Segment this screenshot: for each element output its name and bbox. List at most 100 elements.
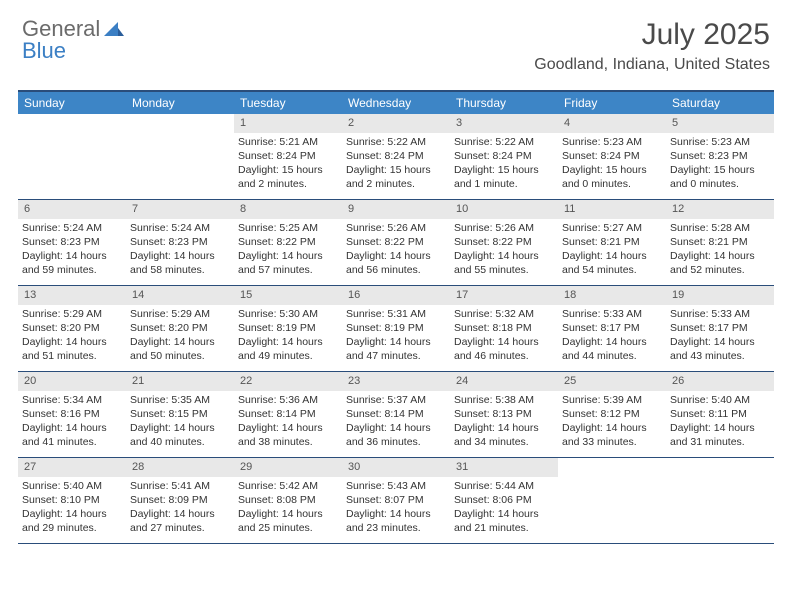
day-number: 10 (450, 200, 558, 219)
day-cell: 2Sunrise: 5:22 AMSunset: 8:24 PMDaylight… (342, 114, 450, 200)
day-cell: 11Sunrise: 5:27 AMSunset: 8:21 PMDayligh… (558, 200, 666, 286)
day-number: 8 (234, 200, 342, 219)
sunset-text: Sunset: 8:18 PM (454, 321, 554, 335)
sunrise-text: Sunrise: 5:27 AM (562, 221, 662, 235)
sunset-text: Sunset: 8:20 PM (130, 321, 230, 335)
logo-sail-icon (104, 16, 124, 41)
day-content: Sunrise: 5:40 AMSunset: 8:10 PMDaylight:… (18, 477, 126, 540)
sunset-text: Sunset: 8:07 PM (346, 493, 446, 507)
daylight-text: Daylight: 14 hours and 50 minutes. (130, 335, 230, 363)
daylight-text: Daylight: 14 hours and 58 minutes. (130, 249, 230, 277)
daylight-text: Daylight: 14 hours and 41 minutes. (22, 421, 122, 449)
location-text: Goodland, Indiana, United States (534, 56, 770, 74)
sunset-text: Sunset: 8:19 PM (238, 321, 338, 335)
daylight-text: Daylight: 14 hours and 40 minutes. (130, 421, 230, 449)
day-content: Sunrise: 5:29 AMSunset: 8:20 PMDaylight:… (126, 305, 234, 368)
day-number: 20 (18, 372, 126, 391)
weekday-cell: Saturday (666, 92, 774, 114)
daylight-text: Daylight: 14 hours and 52 minutes. (670, 249, 770, 277)
sunrise-text: Sunrise: 5:28 AM (670, 221, 770, 235)
sunrise-text: Sunrise: 5:34 AM (22, 393, 122, 407)
sunset-text: Sunset: 8:10 PM (22, 493, 122, 507)
sunset-text: Sunset: 8:13 PM (454, 407, 554, 421)
sunrise-text: Sunrise: 5:26 AM (346, 221, 446, 235)
day-cell (126, 114, 234, 200)
day-cell: 29Sunrise: 5:42 AMSunset: 8:08 PMDayligh… (234, 458, 342, 544)
day-content: Sunrise: 5:29 AMSunset: 8:20 PMDaylight:… (18, 305, 126, 368)
sunset-text: Sunset: 8:14 PM (346, 407, 446, 421)
weekday-cell: Tuesday (234, 92, 342, 114)
day-cell: 20 Sunrise: 5:34 AMSunset: 8:16 PMDayligh… (18, 372, 126, 458)
day-cell: 22Sunrise: 5:36 AMSunset: 8:14 PMDayligh… (234, 372, 342, 458)
day-content: Sunrise: 5:35 AMSunset: 8:15 PMDaylight:… (126, 391, 234, 454)
sunrise-text: Sunrise: 5:21 AM (238, 135, 338, 149)
sunset-text: Sunset: 8:19 PM (346, 321, 446, 335)
sunrise-text: Sunrise: 5:24 AM (130, 221, 230, 235)
day-cell: 30 Sunrise: 5:43 AMSunset: 8:07 PMDayligh… (342, 458, 450, 544)
sunrise-text: Sunrise: 5:23 AM (670, 135, 770, 149)
weekday-cell: Wednesday (342, 92, 450, 114)
day-content: Sunrise: 5:25 AMSunset: 8:22 PMDaylight:… (234, 219, 342, 282)
weekday-cell: Monday (126, 92, 234, 114)
daylight-text: Daylight: 14 hours and 49 minutes. (238, 335, 338, 363)
day-number: 9 (342, 200, 450, 219)
daylight-text: Daylight: 14 hours and 21 minutes. (454, 507, 554, 535)
day-number: 5 (666, 114, 774, 133)
sunrise-text: Sunrise: 5:31 AM (346, 307, 446, 321)
daylight-text: Daylight: 14 hours and 31 minutes. (670, 421, 770, 449)
day-cell: 24Sunrise: 5:38 AMSunset: 8:13 PMDayligh… (450, 372, 558, 458)
day-cell: 15Sunrise: 5:30 AMSunset: 8:19 PMDayligh… (234, 286, 342, 372)
day-cell: 25Sunrise: 5:39 AMSunset: 8:12 PMDayligh… (558, 372, 666, 458)
daylight-text: Daylight: 14 hours and 54 minutes. (562, 249, 662, 277)
weekday-row: SundayMondayTuesdayWednesdayThursdayFrid… (18, 92, 774, 114)
sunset-text: Sunset: 8:21 PM (670, 235, 770, 249)
daylight-text: Daylight: 14 hours and 23 minutes. (346, 507, 446, 535)
day-cell (558, 458, 666, 544)
day-content: Sunrise: 5:39 AMSunset: 8:12 PMDaylight:… (558, 391, 666, 454)
day-number: 4 (558, 114, 666, 133)
day-content: Sunrise: 5:22 AMSunset: 8:24 PMDaylight:… (450, 133, 558, 196)
logo-text: General Blue (22, 18, 124, 62)
daylight-text: Daylight: 15 hours and 0 minutes. (562, 163, 662, 191)
day-number: 16 (342, 286, 450, 305)
day-number: 15 (234, 286, 342, 305)
sunset-text: Sunset: 8:23 PM (670, 149, 770, 163)
sunrise-text: Sunrise: 5:36 AM (238, 393, 338, 407)
day-cell: 10Sunrise: 5:26 AMSunset: 8:22 PMDayligh… (450, 200, 558, 286)
day-content: Sunrise: 5:22 AMSunset: 8:24 PMDaylight:… (342, 133, 450, 196)
logo: General Blue (22, 18, 124, 62)
daylight-text: Daylight: 14 hours and 51 minutes. (22, 335, 122, 363)
day-number: 21 (126, 372, 234, 391)
day-cell: 27Sunrise: 5:40 AMSunset: 8:10 PMDayligh… (18, 458, 126, 544)
day-number: 2 (342, 114, 450, 133)
day-content: Sunrise: 5:23 AMSunset: 8:24 PMDaylight:… (558, 133, 666, 196)
day-content: Sunrise: 5:44 AMSunset: 8:06 PMDaylight:… (450, 477, 558, 540)
day-number: 7 (126, 200, 234, 219)
day-content: Sunrise: 5:23 AMSunset: 8:23 PMDaylight:… (666, 133, 774, 196)
sunset-text: Sunset: 8:24 PM (238, 149, 338, 163)
header: General Blue July 2025 Goodland, Indiana… (0, 0, 792, 82)
day-cell: 28Sunrise: 5:41 AMSunset: 8:09 PMDayligh… (126, 458, 234, 544)
sunrise-text: Sunrise: 5:29 AM (130, 307, 230, 321)
sunrise-text: Sunrise: 5:35 AM (130, 393, 230, 407)
day-number: 29 (234, 458, 342, 477)
sunset-text: Sunset: 8:16 PM (22, 407, 122, 421)
day-content: Sunrise: 5:42 AMSunset: 8:08 PMDaylight:… (234, 477, 342, 540)
day-number: 30 (342, 458, 450, 477)
sunrise-text: Sunrise: 5:22 AM (346, 135, 446, 149)
day-content: Sunrise: 5:26 AMSunset: 8:22 PMDaylight:… (450, 219, 558, 282)
day-content: Sunrise: 5:36 AMSunset: 8:14 PMDaylight:… (234, 391, 342, 454)
daylight-text: Daylight: 14 hours and 47 minutes. (346, 335, 446, 363)
sunrise-text: Sunrise: 5:44 AM (454, 479, 554, 493)
title-block: July 2025 Goodland, Indiana, United Stat… (534, 18, 770, 74)
sunrise-text: Sunrise: 5:39 AM (562, 393, 662, 407)
sunrise-text: Sunrise: 5:29 AM (22, 307, 122, 321)
daylight-text: Daylight: 14 hours and 55 minutes. (454, 249, 554, 277)
sunset-text: Sunset: 8:22 PM (454, 235, 554, 249)
day-cell: 4Sunrise: 5:23 AMSunset: 8:24 PMDaylight… (558, 114, 666, 200)
sunrise-text: Sunrise: 5:24 AM (22, 221, 122, 235)
day-cell: 26Sunrise: 5:40 AMSunset: 8:11 PMDayligh… (666, 372, 774, 458)
sunrise-text: Sunrise: 5:43 AM (346, 479, 446, 493)
logo-part2: Blue (22, 38, 66, 63)
day-cell: 14Sunrise: 5:29 AMSunset: 8:20 PMDayligh… (126, 286, 234, 372)
